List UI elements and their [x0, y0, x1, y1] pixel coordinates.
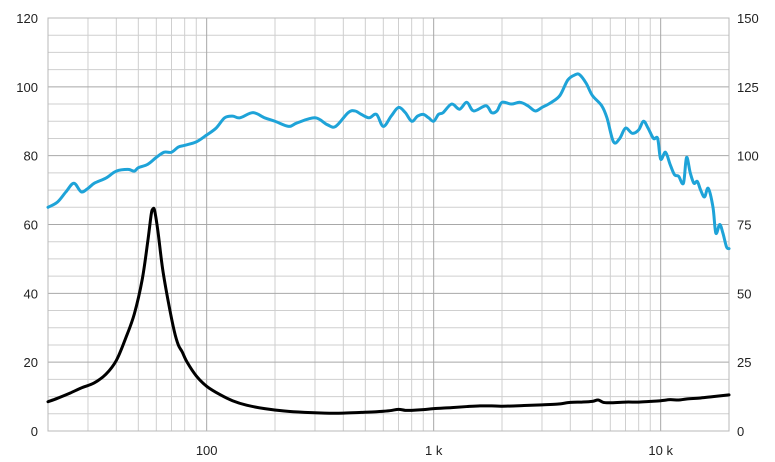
y-axis-left-labels: 0 20 40 60 80 100 120 — [16, 11, 38, 439]
y-left-tick-label: 40 — [24, 286, 38, 301]
y-right-tick-label: 50 — [737, 286, 751, 301]
x-tick-label: 10 k — [648, 443, 673, 458]
y-left-tick-label: 100 — [16, 80, 38, 95]
y-axis-right-labels: 0 25 50 75 100 125 150 — [737, 11, 759, 439]
y-left-tick-label: 20 — [24, 355, 38, 370]
y-right-tick-label: 150 — [737, 11, 759, 26]
y-right-tick-label: 0 — [737, 424, 744, 439]
x-tick-label: 100 — [196, 443, 218, 458]
series-line-2 — [46, 206, 731, 415]
y-right-tick-label: 125 — [737, 80, 759, 95]
y-right-tick-label: 75 — [737, 218, 751, 233]
series-line-1 — [46, 72, 731, 251]
y-left-tick-label: 80 — [24, 149, 38, 164]
y-right-tick-label: 25 — [737, 355, 751, 370]
y-left-tick-label: 60 — [24, 218, 38, 233]
y-right-tick-label: 100 — [737, 149, 759, 164]
x-axis-labels: 100 1 k 10 k — [196, 443, 674, 458]
y-left-tick-label: 0 — [31, 424, 38, 439]
x-tick-label: 1 k — [425, 443, 443, 458]
y-left-tick-label: 120 — [16, 11, 38, 26]
series-layer — [46, 72, 731, 415]
plot-border — [47, 17, 730, 432]
